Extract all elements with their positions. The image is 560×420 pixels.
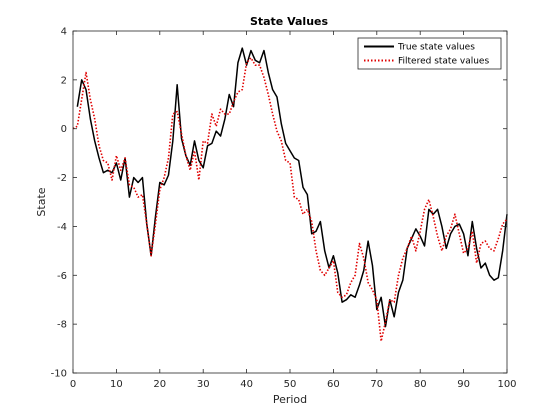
x-tick-label: 70 (370, 379, 383, 390)
y-tick-label: 0 (61, 124, 67, 135)
y-tick-label: -8 (57, 320, 67, 331)
x-tick-label: 50 (284, 379, 297, 390)
x-tick-label: 10 (110, 379, 123, 390)
legend-label-filtered-state: Filtered state values (398, 57, 489, 67)
x-tick-label: 90 (457, 379, 470, 390)
x-axis-label: Period (273, 393, 307, 406)
y-tick-label: -10 (51, 369, 67, 380)
x-tick-label: 60 (327, 379, 340, 390)
y-tick-label: 4 (61, 27, 67, 38)
y-tick-label: -2 (57, 173, 67, 184)
y-axis-label: State (35, 187, 48, 216)
x-tick-label: 20 (153, 379, 166, 390)
legend-box (357, 37, 502, 70)
legend: True state values Filtered state values (357, 37, 502, 70)
series-layer (72, 47, 508, 343)
x-tick-label: 0 (70, 379, 76, 390)
x-tick-label: 100 (497, 379, 516, 390)
y-tick-label: 2 (61, 75, 67, 86)
y-tick-label: -6 (57, 271, 67, 282)
chart-title: State Values (250, 15, 329, 28)
x-tick-label: 80 (414, 379, 427, 390)
y-tick-label: -4 (57, 222, 67, 233)
x-tick-label: 40 (240, 379, 253, 390)
x-tick-label: 30 (197, 379, 210, 390)
legend-label-true-state: True state values (397, 43, 475, 53)
series-line-true-state (76, 47, 508, 328)
plot-area (73, 31, 507, 373)
